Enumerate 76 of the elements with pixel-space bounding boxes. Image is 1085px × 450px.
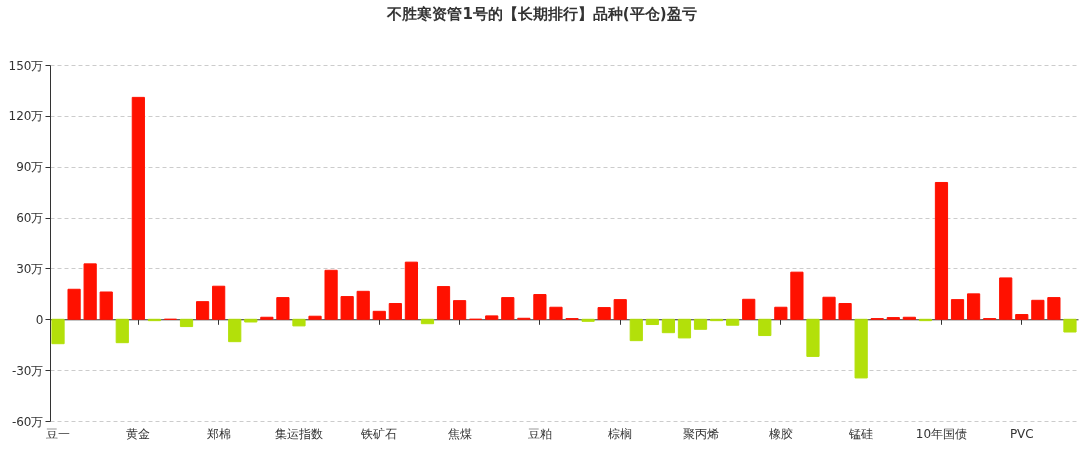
bar bbox=[854, 318, 868, 379]
bar bbox=[966, 293, 981, 320]
bar bbox=[838, 303, 852, 320]
bar bbox=[436, 286, 451, 320]
bar bbox=[999, 277, 1013, 320]
x-tick-label: 集运指数 bbox=[274, 426, 323, 441]
x-tick-label: 棕榈 bbox=[608, 426, 633, 441]
bar bbox=[195, 301, 210, 320]
bar bbox=[485, 315, 499, 320]
y-tick-label: 90万 bbox=[16, 160, 44, 175]
bar bbox=[902, 316, 916, 320]
bar bbox=[404, 261, 419, 320]
x-tick-label: 黄金 bbox=[126, 426, 151, 441]
bar bbox=[51, 318, 65, 345]
bar bbox=[388, 303, 402, 320]
x-tick-label: 10年国债 bbox=[915, 426, 968, 441]
y-tick-label: -60万 bbox=[11, 414, 44, 429]
bar bbox=[1031, 299, 1045, 320]
bar bbox=[324, 269, 338, 320]
y-tick-label: 120万 bbox=[8, 109, 44, 124]
bar bbox=[308, 315, 322, 320]
bar bbox=[1015, 314, 1029, 320]
y-tick-label: 60万 bbox=[16, 211, 44, 226]
x-tick-label: 豆粕 bbox=[527, 426, 552, 441]
bar bbox=[356, 290, 370, 320]
bar bbox=[1047, 297, 1061, 320]
bar bbox=[693, 318, 708, 330]
x-tick-label: PVC bbox=[1009, 426, 1034, 441]
bar bbox=[790, 271, 804, 320]
bar bbox=[742, 298, 756, 320]
bar bbox=[67, 288, 81, 320]
bar bbox=[452, 300, 467, 320]
y-tick-label: -30万 bbox=[11, 363, 44, 378]
bar bbox=[372, 310, 386, 320]
bar bbox=[131, 96, 145, 320]
bar bbox=[340, 296, 354, 320]
x-tick-label: 锰硅 bbox=[848, 426, 874, 441]
bar bbox=[212, 285, 226, 320]
bar bbox=[950, 299, 965, 320]
x-tick-label: 豆一 bbox=[46, 426, 71, 441]
bar bbox=[99, 291, 113, 320]
bar bbox=[228, 318, 242, 343]
bar bbox=[549, 306, 563, 320]
bar bbox=[292, 318, 306, 327]
bar bbox=[677, 318, 692, 339]
bar bbox=[774, 306, 788, 320]
bar bbox=[629, 318, 643, 342]
bar bbox=[260, 316, 274, 320]
bar bbox=[1063, 318, 1077, 333]
x-tick-label: 郑棉 bbox=[206, 426, 231, 441]
chart-title: 不胜寒资管1号的【长期排行】品种(平仓)盈亏 bbox=[386, 5, 697, 23]
bar bbox=[420, 318, 435, 325]
x-tick-label: 焦煤 bbox=[447, 426, 472, 441]
y-tick-label: 30万 bbox=[16, 261, 44, 276]
bar bbox=[934, 181, 949, 320]
bar bbox=[276, 297, 290, 320]
bar bbox=[533, 294, 547, 320]
bar bbox=[661, 318, 676, 334]
y-tick-label: 0 bbox=[35, 312, 44, 327]
x-tick-label: 铁矿石 bbox=[360, 426, 398, 441]
bar bbox=[179, 318, 194, 328]
bar bbox=[83, 263, 97, 320]
y-tick-label: 150万 bbox=[8, 58, 44, 73]
bar bbox=[645, 318, 659, 326]
bar bbox=[244, 318, 258, 323]
bar bbox=[581, 318, 595, 322]
bar bbox=[806, 318, 820, 357]
bar bbox=[726, 318, 740, 326]
bar bbox=[822, 296, 836, 320]
bar bbox=[501, 297, 515, 320]
x-tick-label: 橡胶 bbox=[768, 426, 793, 441]
bar bbox=[613, 299, 627, 320]
bar bbox=[597, 307, 611, 320]
bar bbox=[758, 318, 772, 337]
bar bbox=[115, 318, 129, 344]
x-tick-label: 聚丙烯 bbox=[682, 426, 719, 441]
